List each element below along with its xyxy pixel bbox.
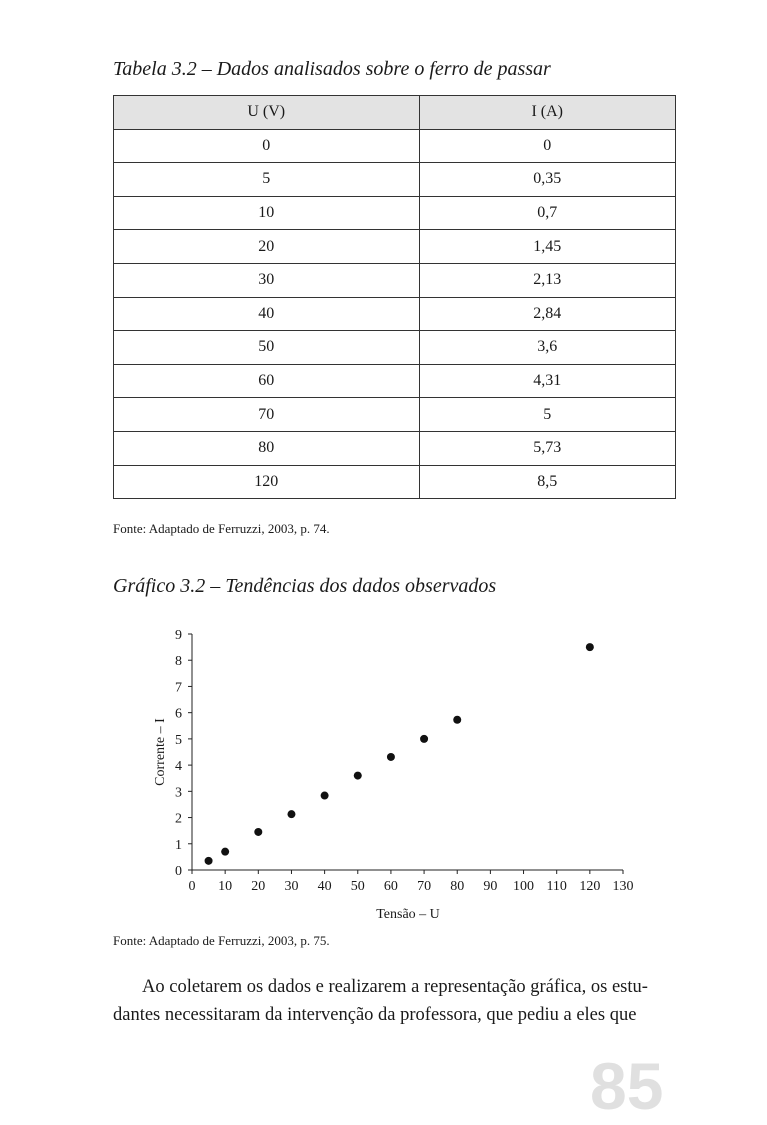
page-number: 85 — [590, 1049, 664, 1123]
cell-voltage: 30 — [113, 262, 420, 298]
y-tick-label: 9 — [175, 628, 182, 643]
table-row: 50 3,6 — [113, 330, 676, 365]
body-paragraph: Ao coletarem os dados e realizarem a rep… — [113, 973, 676, 1029]
x-tick-label: 60 — [384, 879, 398, 894]
cell-current: 5 — [418, 397, 676, 432]
data-point — [320, 791, 329, 800]
cell-voltage: 80 — [113, 430, 420, 466]
x-tick-label: 40 — [318, 879, 332, 894]
x-tick-label: 0 — [189, 879, 196, 894]
cell-current: 1,45 — [418, 229, 676, 264]
chart-source: Fonte: Adaptado de Ferruzzi, 2003, p. 75… — [113, 933, 330, 948]
data-point — [585, 643, 594, 652]
x-tick-label: 110 — [546, 879, 566, 894]
x-tick-label: 90 — [483, 879, 497, 894]
y-tick-label: 4 — [175, 759, 182, 774]
cell-voltage: 60 — [113, 363, 420, 399]
table-row: 10 0,7 — [113, 195, 676, 231]
x-tick-label: 20 — [251, 879, 265, 894]
chart-caption: Gráfico 3.2 – Tendências dos dados obser… — [113, 575, 497, 597]
data-point — [420, 734, 429, 743]
table-row: 60 4,31 — [113, 363, 676, 399]
data-point — [453, 715, 462, 724]
cell-current: 3,6 — [418, 330, 676, 365]
cell-voltage: 70 — [113, 397, 420, 432]
cell-current: 8,5 — [418, 464, 676, 500]
data-point — [287, 810, 296, 819]
table-row: 40 2,84 — [113, 296, 676, 332]
data-point — [353, 771, 362, 780]
table-row: 30 2,13 — [113, 262, 676, 298]
cell-voltage: 5 — [113, 162, 420, 197]
scatter-chart: 0 10 20 30 40 50 60 70 80 90 100 110 120 130 0 1 2 3 4 5 6 7 8… — [153, 628, 634, 920]
table-row: 5 0,35 — [113, 162, 676, 197]
table-row: 20 1,45 — [113, 229, 676, 264]
x-axis-label: Tensão – U — [376, 907, 440, 920]
cell-voltage: 120 — [113, 464, 420, 500]
column-header-voltage: U (V) — [113, 95, 420, 130]
table-caption: Tabela 3.2 – Dados analisados sobre o fe… — [113, 58, 551, 80]
data-point — [204, 856, 213, 865]
table-row: 120 8,5 — [113, 464, 676, 500]
x-tick-label: 10 — [218, 879, 232, 894]
cell-voltage: 20 — [113, 229, 420, 264]
y-tick-label: 1 — [175, 838, 182, 853]
cell-current: 2,13 — [418, 262, 676, 298]
table-source: Fonte: Adaptado de Ferruzzi, 2003, p. 74… — [113, 521, 330, 536]
table-header-row: U (V) I (A) — [113, 95, 676, 130]
column-header-current: I (A) — [418, 95, 676, 130]
cell-voltage: 10 — [113, 195, 420, 231]
y-tick-label: 3 — [175, 785, 182, 800]
y-tick-label: 6 — [175, 707, 182, 722]
y-tick-label: 7 — [175, 680, 182, 695]
cell-current: 0 — [418, 128, 676, 164]
y-tick-label: 0 — [175, 864, 182, 879]
x-tick-label: 50 — [351, 879, 365, 894]
data-point — [221, 847, 230, 856]
paragraph-line-2: dantes necessitaram da intervenção da pr… — [113, 1005, 637, 1025]
data-point — [386, 752, 395, 761]
y-axis-label: Corrente – I — [153, 718, 168, 786]
x-tick-label: 100 — [513, 879, 534, 894]
y-tick-label: 5 — [175, 733, 182, 748]
x-tick-label: 80 — [450, 879, 464, 894]
paragraph-line-1: Ao coletarem os dados e realizarem a rep… — [142, 977, 648, 997]
cell-current: 0,7 — [418, 195, 676, 231]
cell-current: 5,73 — [418, 430, 676, 466]
cell-current: 0,35 — [418, 162, 676, 197]
table-row: 80 5,73 — [113, 430, 676, 466]
cell-voltage: 50 — [113, 330, 420, 365]
x-tick-label: 70 — [417, 879, 431, 894]
x-tick-label: 130 — [613, 879, 634, 894]
cell-voltage: 0 — [113, 128, 420, 164]
data-table: U (V) I (A) 0 0 5 0,35 10 0,7 20 1,45 30 2,13 40 2,… — [113, 95, 676, 500]
y-tick-label: 8 — [175, 654, 182, 669]
cell-current: 4,31 — [418, 363, 676, 399]
x-tick-label: 120 — [579, 879, 600, 894]
table-row: 70 5 — [113, 397, 676, 432]
x-tick-label: 30 — [284, 879, 298, 894]
cell-current: 2,84 — [418, 296, 676, 332]
cell-voltage: 40 — [113, 296, 420, 332]
y-tick-label: 2 — [175, 812, 182, 827]
data-point — [254, 827, 263, 836]
